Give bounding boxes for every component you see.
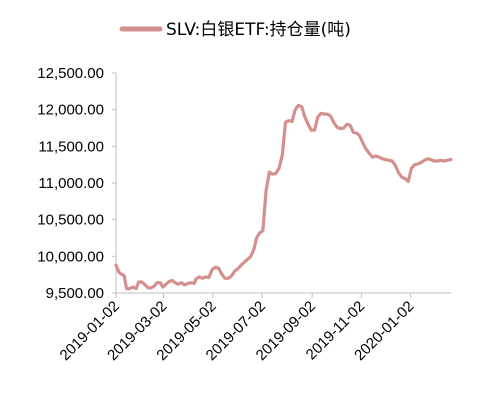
y-tick-label: 9,500.00 [46, 285, 104, 302]
y-tick-label: 10,500.00 [37, 212, 104, 229]
x-axis-ticks: 2019-01-022019-03-022019-05-022019-07-02… [57, 293, 417, 364]
y-tick-label: 11,000.00 [38, 175, 104, 192]
y-tick-label: 11,500.00 [38, 138, 104, 155]
y-tick-label: 12,000.00 [37, 102, 104, 119]
y-tick-label: 10,000.00 [37, 248, 104, 265]
y-axis-ticks: 12,500.00 12,000.00 11,500.00 11,000.00 10,5… [37, 65, 116, 302]
series-line-0 [114, 103, 453, 291]
series-group [114, 103, 453, 291]
y-tick-label: 12,500.00 [37, 65, 104, 82]
axes [115, 73, 451, 294]
legend: SLV:白银ETF:持仓量(吨) [119, 20, 351, 40]
legend-label: SLV:白银ETF:持仓量(吨) [166, 20, 351, 40]
